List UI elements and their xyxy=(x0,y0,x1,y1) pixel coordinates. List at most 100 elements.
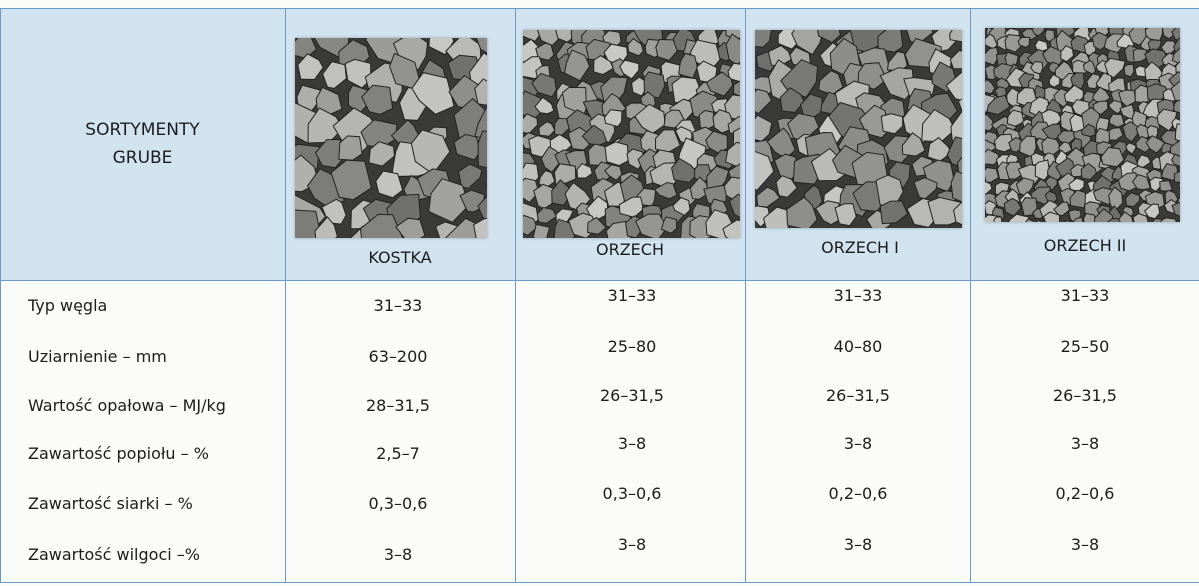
coal-rock xyxy=(1048,73,1061,88)
border xyxy=(285,8,286,582)
coal-rock xyxy=(689,176,709,200)
coal-rock xyxy=(756,186,781,208)
coal-rock xyxy=(1006,109,1025,127)
coal-rock xyxy=(1125,142,1137,155)
coal-rock xyxy=(1092,100,1109,115)
coal-rock xyxy=(538,121,556,137)
coal-rock xyxy=(535,42,555,61)
coal-rock xyxy=(834,203,857,227)
coal-rock xyxy=(1029,61,1044,75)
coal-rock xyxy=(1031,25,1046,37)
row-label: Zawartość siarki – % xyxy=(28,494,193,513)
border xyxy=(515,8,516,582)
table-cell: 3–8 xyxy=(1070,434,1100,453)
coal-rock xyxy=(563,49,591,82)
border xyxy=(0,8,1199,9)
table-cell: 0,2–0,6 xyxy=(828,484,888,503)
coal-rock xyxy=(1173,99,1189,114)
coal-rock xyxy=(1159,180,1173,192)
table-cell: 28–31,5 xyxy=(366,396,430,415)
table-cell: 40–80 xyxy=(833,337,883,356)
coal-rock xyxy=(411,72,455,115)
row-label: Uziarnienie – mm xyxy=(28,347,167,366)
coal-rock xyxy=(1053,201,1071,217)
table-cell: 3–8 xyxy=(617,434,647,453)
coal-rock xyxy=(1080,123,1096,138)
coal-rock xyxy=(1107,99,1124,115)
coal-rock xyxy=(1109,113,1125,128)
border xyxy=(0,280,1199,281)
coal-rock xyxy=(879,200,909,225)
coal-rock xyxy=(879,67,915,101)
coal-rock xyxy=(330,159,372,201)
border xyxy=(970,8,971,582)
coal-rock xyxy=(1004,34,1023,53)
coal-rock xyxy=(779,87,805,113)
table-cell: 0,2–0,6 xyxy=(1055,484,1115,503)
coal-rock xyxy=(428,178,470,223)
coal-rock xyxy=(977,113,994,132)
row-label: Wartość opałowa – MJ/kg xyxy=(28,396,226,415)
table-cell: 31–33 xyxy=(607,286,657,305)
coal-rock xyxy=(1131,173,1151,191)
coal-rock xyxy=(880,113,904,135)
table-cell: 26–31,5 xyxy=(826,386,890,405)
table-cell: 3–8 xyxy=(383,545,413,564)
coal-rock xyxy=(538,170,556,188)
coal-rock xyxy=(775,175,798,198)
coal-rock xyxy=(368,141,396,167)
row-label: Typ węgla xyxy=(28,296,108,315)
coal-rock xyxy=(949,49,973,70)
coal-rock xyxy=(604,141,630,167)
coal-rock xyxy=(643,71,666,99)
coal-rock xyxy=(949,26,966,43)
table-cell: 25–50 xyxy=(1060,337,1110,356)
border xyxy=(0,582,1199,583)
coal-rock xyxy=(473,216,504,244)
coal-rock xyxy=(678,52,699,79)
coal-rock xyxy=(1123,63,1135,78)
coal-rock xyxy=(1104,57,1126,79)
coal-image xyxy=(507,15,758,251)
table-cell: 3–8 xyxy=(617,535,647,554)
coal-rock xyxy=(587,216,607,235)
row-label: Zawartość popiołu – % xyxy=(28,444,209,463)
coal-rock xyxy=(297,53,324,81)
coal-rock xyxy=(585,195,609,221)
coal-rock xyxy=(576,163,593,179)
coal-rock xyxy=(661,216,678,234)
table-cell: 3–8 xyxy=(843,535,873,554)
coal-rock xyxy=(857,62,888,90)
coal-rock xyxy=(627,37,644,57)
coal-rock xyxy=(1034,159,1051,181)
coal-rock xyxy=(747,26,772,48)
coal-rock xyxy=(1082,212,1097,227)
coal-rock xyxy=(1060,45,1075,63)
table-cell: 0,3–0,6 xyxy=(368,494,428,513)
coal-rock xyxy=(553,163,577,185)
column-header: ORZECH xyxy=(596,240,664,259)
coal-texture xyxy=(281,19,519,269)
coal-rock xyxy=(322,61,347,89)
coal-rock xyxy=(705,71,734,97)
coal-rock xyxy=(901,132,926,157)
coal-rock xyxy=(653,181,678,200)
table-cell: 3–8 xyxy=(843,434,873,453)
coal-rock xyxy=(1005,161,1025,180)
coal-texture xyxy=(507,15,758,251)
table-cell: 31–33 xyxy=(833,286,883,305)
coal-rock xyxy=(619,59,640,80)
coal-rock xyxy=(983,166,1000,183)
table-cell: 26–31,5 xyxy=(1053,386,1117,405)
table-cell: 31–33 xyxy=(373,296,423,315)
coal-rock xyxy=(1017,36,1031,48)
table-cell: 2,5–7 xyxy=(376,444,420,463)
coal-rock xyxy=(1171,202,1187,218)
table-cell: 3–8 xyxy=(1070,535,1100,554)
coal-texture xyxy=(738,17,990,237)
coal-rock xyxy=(1080,162,1098,181)
coal-rock xyxy=(532,223,551,243)
coal-rock xyxy=(655,38,678,61)
border xyxy=(745,8,746,582)
